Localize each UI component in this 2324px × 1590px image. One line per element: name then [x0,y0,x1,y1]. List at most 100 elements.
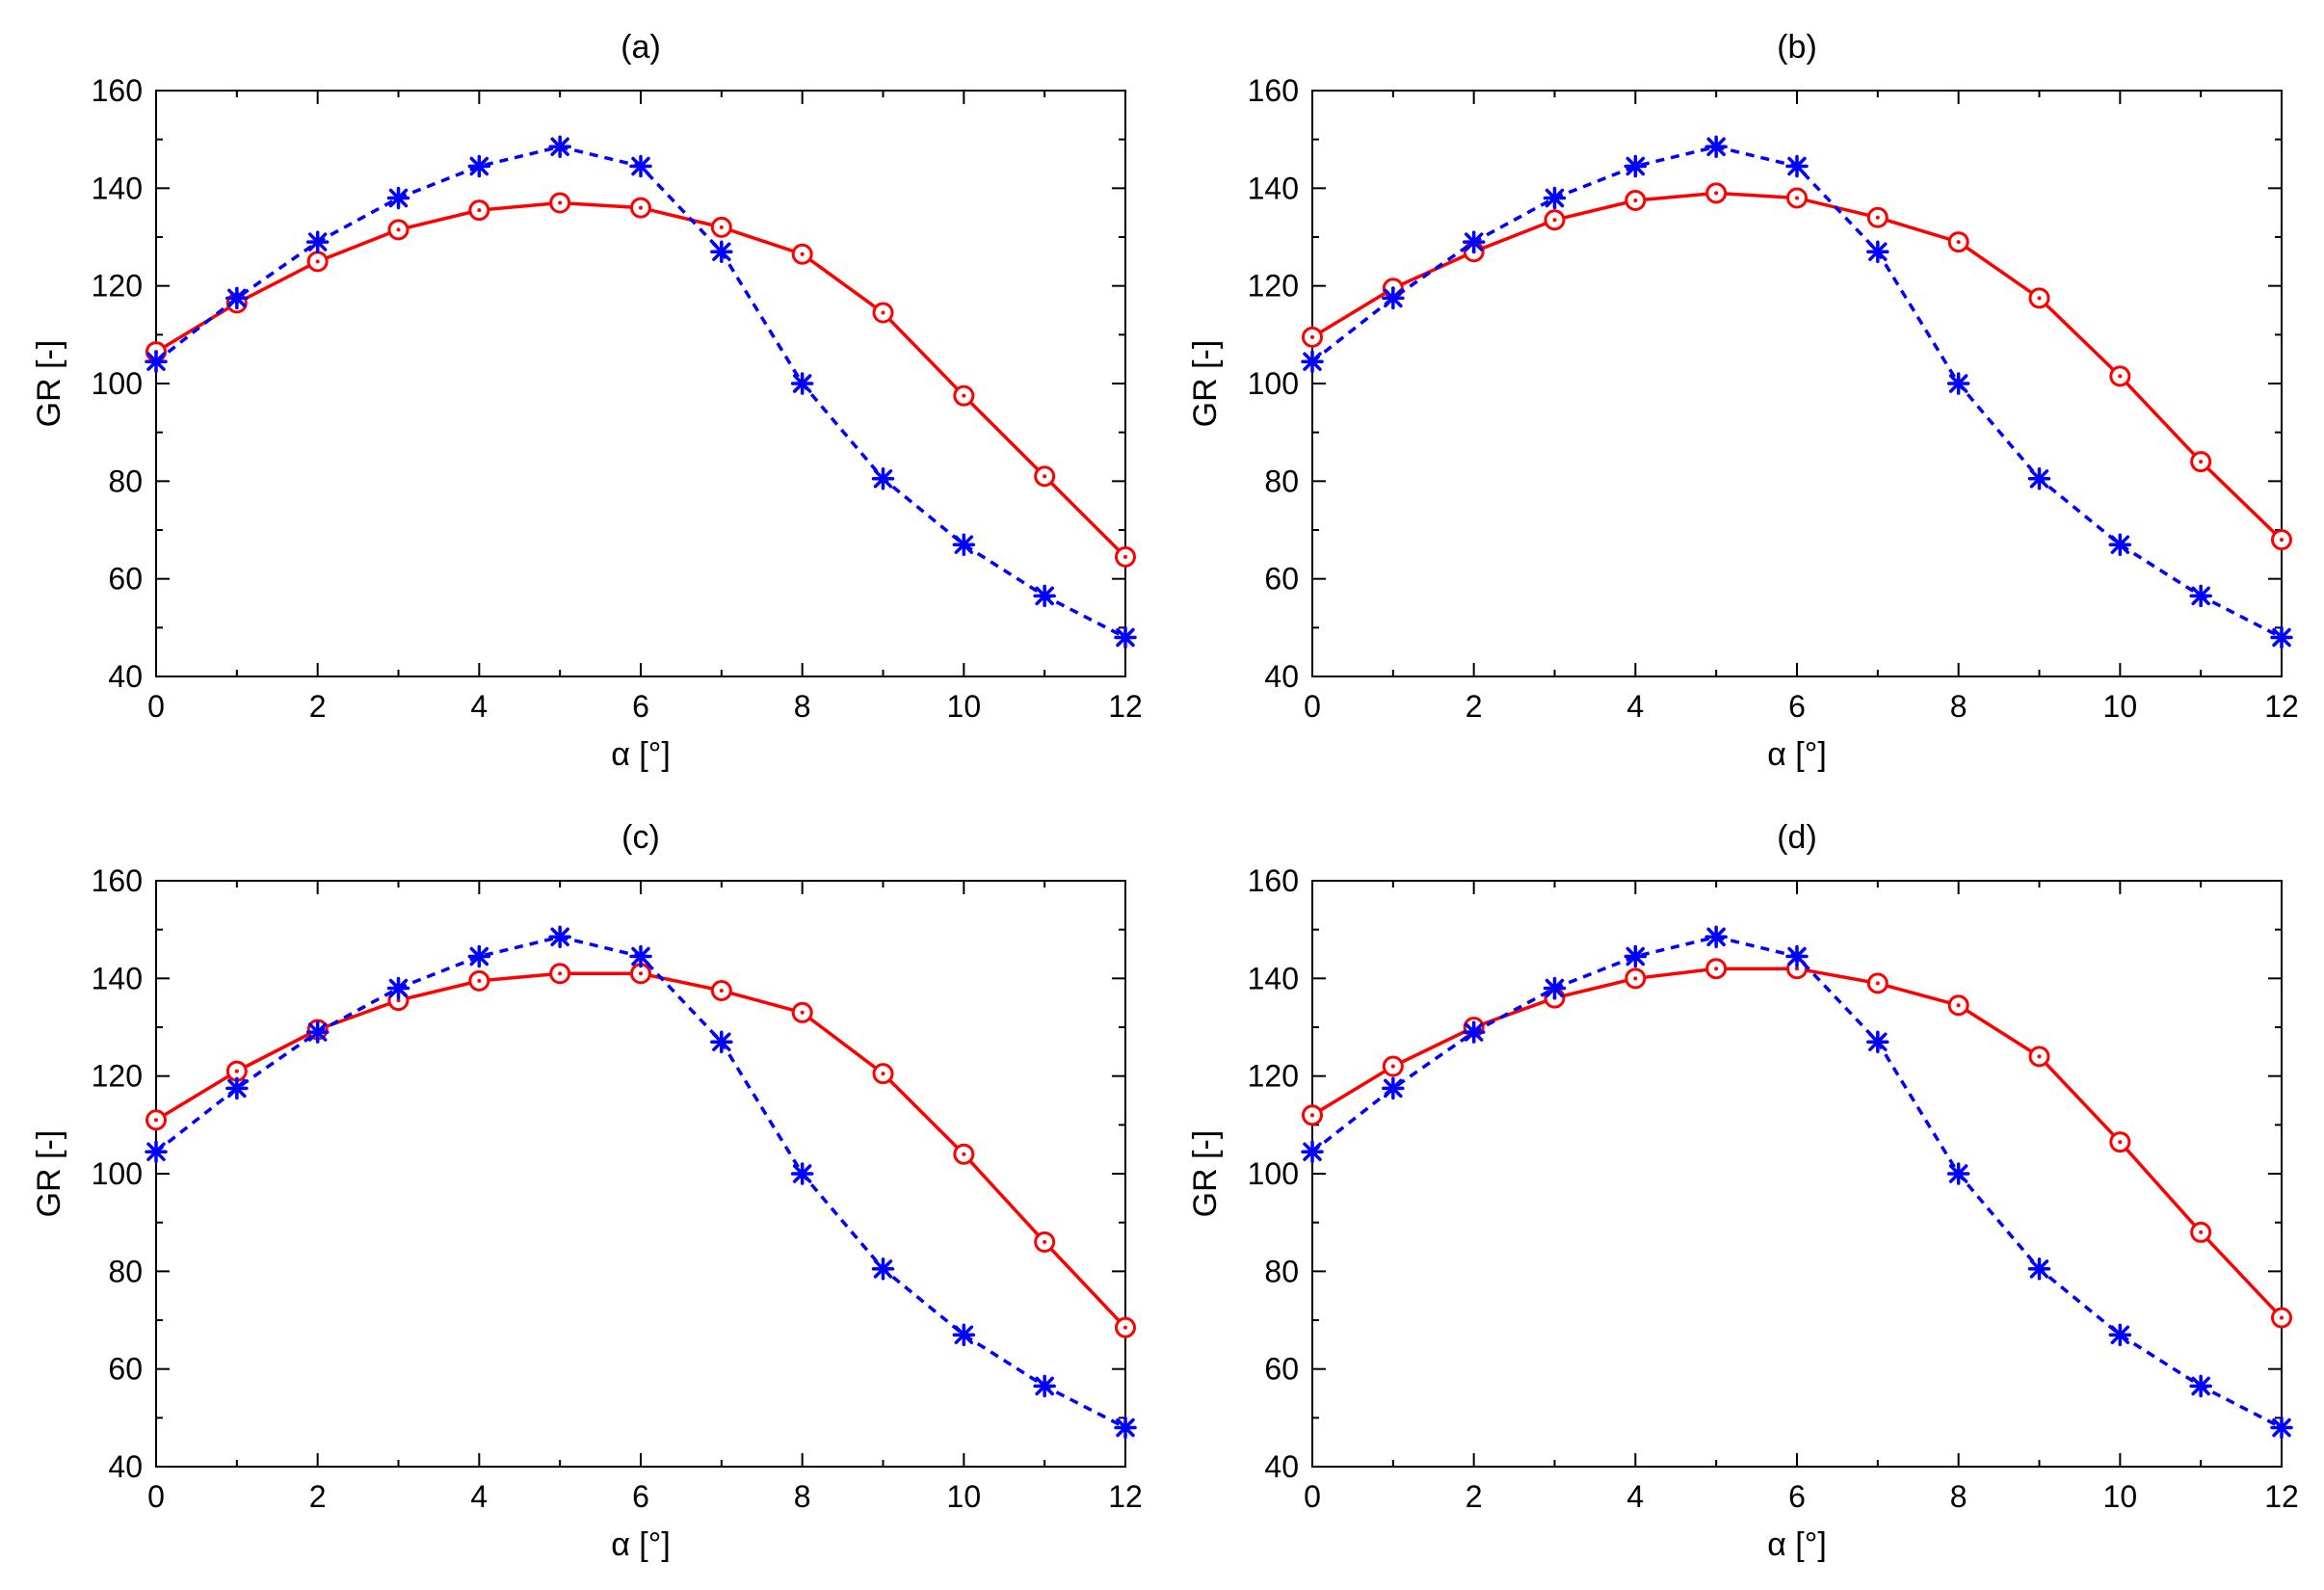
y-tick-label: 100 [92,1156,143,1191]
circle-marker [1115,1316,1136,1338]
series-line-2 [1310,935,2283,1430]
asterisk-marker [386,976,410,1000]
circle-marker [2271,529,2292,551]
y-tick-label: 60 [108,1352,143,1387]
y-tick-label: 160 [1248,863,1299,898]
circle-marker [306,251,329,273]
asterisk-marker [1382,286,1405,310]
y-tick-label: 100 [1248,366,1299,401]
x-axis-label: α [°] [1767,736,1827,773]
x-axis-label: α [°] [611,1526,671,1563]
panel-title: (d) [1777,819,1817,856]
x-tick-label: 10 [2103,689,2138,724]
asterisk-marker [548,925,571,949]
series-line-1 [155,971,1127,1329]
plot-frame [155,90,1126,677]
asterisk-marker [952,533,976,556]
y-axis-label: GR [-] [1187,1130,1224,1218]
asterisk-marker [790,372,814,395]
circle-marker [1624,190,1647,211]
y-tick-label: 80 [108,464,143,498]
asterisk-marker [467,154,491,178]
y-tick-label: 40 [1264,1449,1299,1484]
asterisk-marker [1866,240,1889,263]
asterisk-marker [1624,154,1648,178]
x-tick-label: 12 [1108,689,1143,724]
circle-marker [710,980,732,1001]
asterisk-marker [871,1258,895,1281]
x-tick-label: 8 [1950,1479,1967,1514]
circle-marker [2109,1131,2131,1153]
x-tick-label: 10 [2103,1479,2138,1514]
y-tick-label: 100 [92,366,143,401]
y-tick-label: 60 [1264,562,1299,596]
asterisk-marker [1033,1374,1056,1398]
circle-marker [953,384,975,407]
asterisk-marker [1624,944,1648,968]
circle-marker [1624,967,1647,990]
circle-marker [468,969,490,992]
asterisk-marker [2270,1416,2293,1440]
y-tick-label: 120 [92,269,143,304]
y-tick-label: 120 [1248,269,1299,304]
x-tick-label: 8 [794,689,811,724]
y-tick-label: 140 [92,171,143,205]
y-tick-label: 140 [1248,961,1299,995]
circle-marker [1947,994,1969,1017]
chart-panel-2: 0 2 4 6 8 10 12 40 60 80 100 120 140 160 α [°] GR [-] (b… [1187,29,2299,773]
asterisk-marker [548,135,571,159]
asterisk-marker [1785,944,1809,968]
circle-marker [145,1109,167,1131]
asterisk-marker [2108,1323,2132,1346]
circle-marker [1544,209,1566,231]
circle-marker [1034,1231,1056,1253]
panel-title: (c) [621,819,660,856]
circle-marker [791,1001,813,1023]
y-tick-label: 160 [92,863,143,898]
circle-marker [2028,287,2050,309]
circle-marker [1302,1104,1323,1126]
y-tick-label: 160 [1248,73,1299,108]
x-axis-label: α [°] [1767,1526,1827,1563]
asterisk-marker [1301,1140,1324,1163]
series-line-1 [1311,967,2284,1319]
x-tick-label: 4 [470,689,488,724]
asterisk-marker [2189,584,2212,608]
circle-marker [2028,1046,2050,1068]
circle-marker [1382,1055,1404,1077]
x-tick-label: 2 [309,1479,327,1514]
chart-panel-3: 0 2 4 6 8 10 12 40 60 80 100 120 140 160 α [°] GR [-] (c… [31,819,1143,1563]
asterisk-marker [1301,350,1324,373]
asterisk-marker [1543,976,1567,1000]
x-tick-label: 10 [947,1479,982,1514]
circle-marker [1705,182,1728,204]
asterisk-marker [1946,1162,1970,1185]
asterisk-marker [225,1076,249,1100]
circle-marker [1302,326,1323,348]
chart-panel-1: 0 2 4 6 8 10 12 40 60 80 100 120 140 160 α [°] GR [-] (a… [31,29,1143,773]
asterisk-marker [305,230,330,253]
asterisk-marker [305,1020,330,1044]
x-tick-label: 2 [1466,689,1483,724]
y-tick-label: 40 [108,659,143,694]
plot-frame [1311,90,2283,677]
y-axis-label: GR [-] [1187,340,1224,428]
circle-marker [1705,958,1728,980]
x-tick-label: 12 [2264,689,2299,724]
asterisk-marker [1866,1030,1889,1053]
x-tick-label: 8 [794,1479,811,1514]
x-tick-label: 0 [1304,689,1321,724]
asterisk-marker [1704,925,1728,949]
x-tick-label: 2 [309,689,327,724]
asterisk-marker [386,186,410,210]
asterisk-marker [467,944,491,968]
x-tick-label: 8 [1950,689,1967,724]
y-tick-label: 60 [1264,1352,1299,1387]
x-tick-label: 0 [1304,1479,1321,1514]
circle-marker [1866,972,1888,994]
asterisk-marker [225,286,249,310]
circle-marker [953,1143,975,1165]
y-tick-label: 140 [92,961,143,995]
circle-marker [872,1063,894,1085]
x-tick-label: 6 [1788,689,1806,724]
